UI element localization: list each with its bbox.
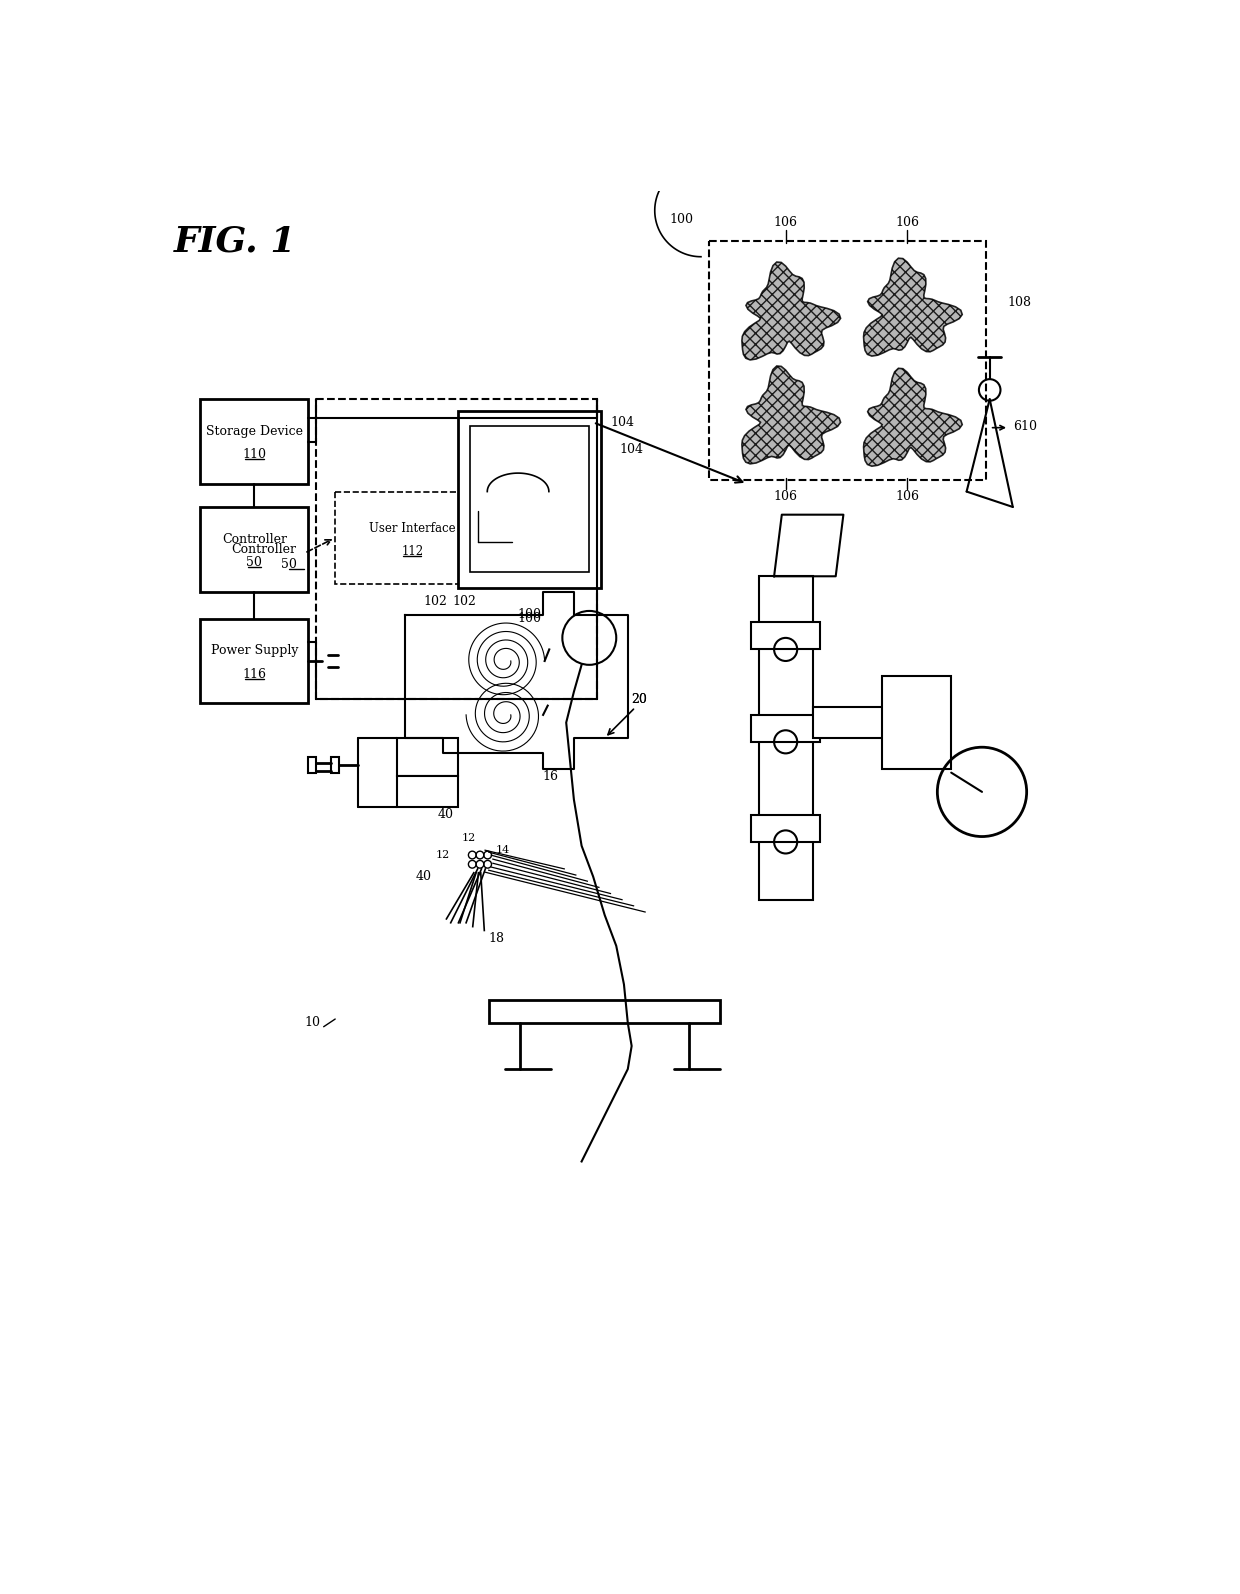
Text: 50: 50 [280,558,296,571]
Bar [331,757,339,773]
Polygon shape [742,367,841,464]
Bar [201,507,309,591]
Polygon shape [863,368,962,465]
Text: 40: 40 [438,808,454,821]
Text: 106: 106 [774,215,797,228]
Text: 100: 100 [517,612,542,625]
Text: Controller: Controller [222,532,286,545]
Bar [751,714,821,741]
Polygon shape [742,261,841,360]
Text: 16: 16 [543,770,559,783]
Text: 14: 14 [495,845,510,854]
Text: 102: 102 [453,595,476,609]
Bar [322,652,329,669]
Bar [751,623,821,649]
Text: FIG. 1: FIG. 1 [174,225,296,258]
Bar [470,426,589,572]
Text: 110: 110 [242,448,267,461]
Bar [708,241,986,480]
Text: 106: 106 [895,215,919,228]
Bar [882,676,951,768]
Text: 12: 12 [461,834,475,843]
Bar [316,398,596,700]
Bar [812,708,905,738]
Text: Controller: Controller [232,544,296,556]
Text: 12: 12 [436,850,450,861]
Text: 112: 112 [401,545,423,558]
Text: 116: 116 [242,668,267,681]
Bar [397,738,459,776]
Bar [337,649,347,673]
Text: User Interface: User Interface [368,523,455,536]
Text: 610: 610 [1013,419,1037,432]
Bar [490,999,720,1023]
Text: 100: 100 [517,609,542,622]
Bar [759,577,812,899]
Bar [309,757,316,773]
Text: 102: 102 [423,595,446,609]
Text: 20: 20 [631,693,647,706]
Text: 18: 18 [489,931,505,945]
Polygon shape [863,258,962,355]
Text: 106: 106 [895,491,919,504]
Text: 50: 50 [247,556,263,569]
Text: 40: 40 [415,870,432,883]
Bar [335,491,490,583]
Text: Power Supply: Power Supply [211,644,298,657]
Text: 20: 20 [631,693,647,706]
Text: 108: 108 [1007,296,1032,309]
Text: 106: 106 [774,491,797,504]
Bar [459,411,601,588]
Bar [201,618,309,703]
Bar [397,776,459,807]
Text: 104: 104 [610,416,635,429]
Text: 10: 10 [304,1017,320,1030]
Text: 100: 100 [670,214,693,226]
Bar [751,815,821,842]
Text: Storage Device: Storage Device [206,426,303,438]
Bar [201,398,309,485]
Text: 104: 104 [620,443,644,456]
